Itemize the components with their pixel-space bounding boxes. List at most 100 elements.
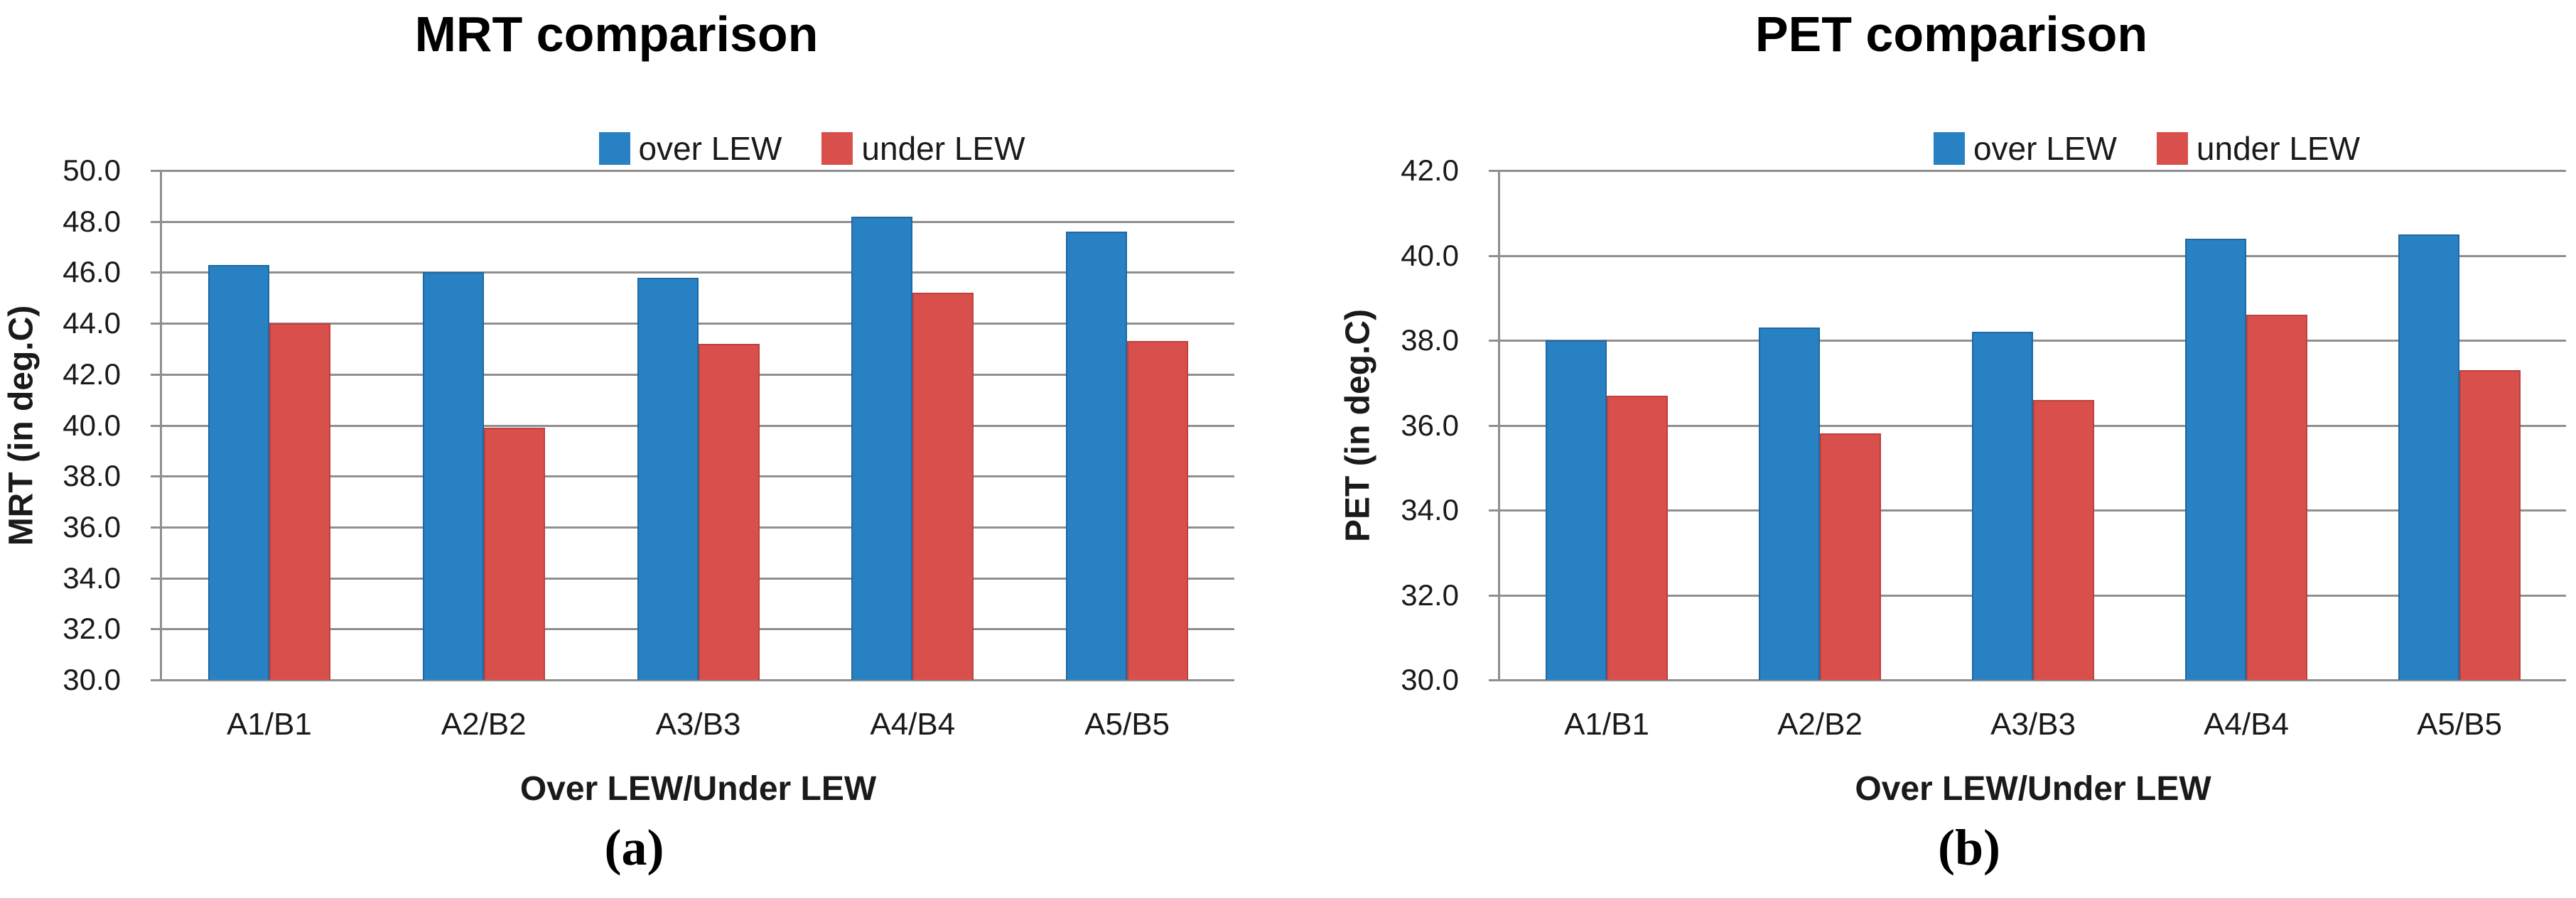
x-category-label: A1/B1 [226,707,312,742]
y-tick-mark [151,323,162,325]
legend-label: under LEW [861,130,1025,167]
y-tick-mark [1489,254,1500,257]
y-tick-label: 34.0 [63,561,121,595]
y-tick-label: 34.0 [1401,493,1459,526]
mrt-chart-panel: MRT comparison over LEW under LEW MRT (i… [3,6,1234,876]
legend-label: over LEW [638,130,782,167]
y-tick-mark [151,679,162,681]
y-tick-mark [1489,509,1500,512]
y-tick-label: 40.0 [1401,238,1459,272]
bar-over-lew-A4/B4 [851,216,913,680]
y-tick-label: 32.0 [1401,578,1459,612]
y-tick-mark [151,526,162,529]
bar-over-lew-A2/B2 [1759,328,1820,680]
y-tick-mark [151,475,162,478]
x-category-label: A4/B4 [870,707,956,742]
bar-under-lew-A4/B4 [2246,315,2307,680]
legend-label: over LEW [1973,130,2117,167]
legend-item-over-lew: over LEW [1933,129,2117,168]
bar-over-lew-A3/B3 [637,277,699,680]
y-tick-label: 44.0 [63,306,121,340]
y-gridline [1500,679,2566,681]
y-tick-mark [1489,594,1500,597]
y-tick-label: 38.0 [1401,323,1459,357]
x-category-label: A2/B2 [441,707,527,742]
x-category-label: A3/B3 [1990,707,2076,742]
legend-label: under LEW [2196,130,2361,167]
bar-under-lew-A1/B1 [269,323,330,680]
bar-under-lew-A1/B1 [1607,395,1668,680]
x-category-label: A1/B1 [1564,707,1649,742]
x-category-label: A5/B5 [2417,707,2502,742]
y-axis-line [160,171,162,681]
y-tick-mark [151,271,162,274]
bar-over-lew-A1/B1 [208,264,269,680]
bar-over-lew-A5/B5 [2398,234,2459,680]
y-tick-mark [1489,340,1500,342]
bar-over-lew-A2/B2 [422,272,484,680]
x-category-label: A3/B3 [655,707,741,742]
y-tick-mark [151,373,162,376]
chart-title: MRT comparison [414,6,819,62]
y-tick-mark [1489,170,1500,172]
y-gridline [1500,170,2566,172]
legend: over LEW under LEW [598,129,1025,168]
bar-under-lew-A5/B5 [2459,369,2521,680]
bar-over-lew-A4/B4 [2185,238,2246,680]
figure-caption-b: (b) [1938,819,2000,876]
y-tick-label: 40.0 [63,408,121,442]
x-axis-title: Over LEW/Under LEW [519,770,877,808]
bar-over-lew-A5/B5 [1066,232,1128,680]
bar-under-lew-A3/B3 [2033,399,2094,680]
y-tick-label: 38.0 [63,459,121,493]
bar-under-lew-A4/B4 [912,293,974,680]
y-tick-mark [151,577,162,580]
plot-area [1500,170,2566,681]
figure-caption-a: (a) [604,819,664,876]
legend-swatch-icon [2156,132,2188,165]
pet-chart-panel: PET comparison over LEW under LEW PET (i… [1288,0,2576,898]
y-gridline [162,679,1234,681]
y-tick-mark [151,424,162,427]
x-category-label: A4/B4 [2204,707,2289,742]
y-tick-mark [1489,679,1500,681]
plot-area [162,170,1234,681]
x-category-label: A2/B2 [1777,707,1863,742]
y-tick-label: 50.0 [63,153,121,187]
y-tick-label: 42.0 [1401,153,1459,187]
bar-under-lew-A2/B2 [1820,433,1881,680]
bar-over-lew-A3/B3 [1972,332,2033,680]
y-gridline [162,323,1234,325]
y-tick-label: 46.0 [63,255,121,289]
legend-swatch-icon [1933,132,1965,165]
x-axis-title: Over LEW/Under LEW [1855,770,2211,808]
y-tick-label: 32.0 [63,612,121,646]
y-tick-mark [151,220,162,223]
y-gridline [162,271,1234,274]
y-tick-mark [151,170,162,172]
bar-under-lew-A3/B3 [698,343,760,680]
y-tick-label: 48.0 [63,204,121,238]
y-tick-mark [1489,424,1500,427]
y-tick-label: 36.0 [1401,408,1459,442]
y-tick-label: 36.0 [63,509,121,543]
legend: over LEW under LEW [1933,129,2361,168]
y-gridline [1500,340,2566,342]
legend-item-over-lew: over LEW [598,129,782,168]
x-category-label: A5/B5 [1084,707,1170,742]
y-tick-label: 42.0 [63,357,121,391]
bar-over-lew-A1/B1 [1546,340,1607,680]
y-gridline [1500,254,2566,257]
chart-title: PET comparison [1755,6,2148,62]
y-tick-mark [151,628,162,631]
legend-item-under-lew: under LEW [821,129,1025,168]
bar-under-lew-A5/B5 [1127,341,1189,680]
y-gridline [162,220,1234,223]
y-axis-line [1498,171,1500,681]
bar-under-lew-A2/B2 [483,428,545,680]
legend-swatch-icon [598,132,630,165]
y-gridline [162,170,1234,172]
y-tick-label: 30.0 [1401,663,1459,696]
y-tick-label: 30.0 [63,663,121,696]
